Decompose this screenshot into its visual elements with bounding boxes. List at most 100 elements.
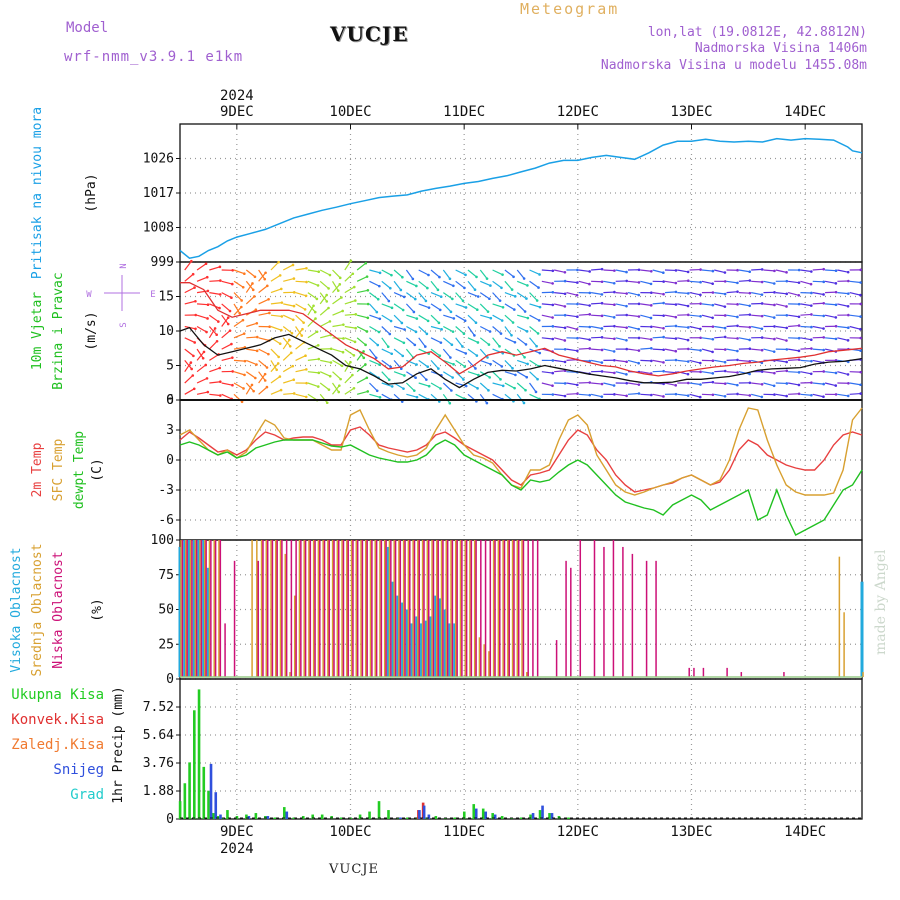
wind-arrow-head [859, 370, 862, 374]
wind-arrow-head [748, 372, 751, 376]
wind-arrow [554, 370, 566, 373]
wind-arrow [812, 348, 824, 351]
wind-arrow [516, 371, 528, 378]
wind-arrow-head [551, 290, 555, 294]
top-date-label: 13DEC [670, 104, 712, 120]
cloud-bar-0 [424, 620, 428, 677]
wind-arrow [344, 337, 356, 343]
bottom-date-label: 13DEC [670, 824, 712, 840]
wind-arrow [467, 337, 479, 343]
wind-arrow [356, 314, 368, 319]
wind-arrow-head [613, 269, 616, 272]
wind-arrow-head [563, 305, 567, 308]
wind-arrow [258, 371, 266, 381]
wind-arrow [529, 371, 538, 380]
wind-arrow [221, 303, 231, 312]
wind-arrow-head [686, 381, 690, 385]
wind-arrow-head [822, 395, 825, 399]
wind-arrow-head [329, 347, 333, 351]
wind-arrow-head [475, 275, 478, 279]
wind-arrow-head [810, 291, 813, 295]
wind-arrow-head [411, 277, 415, 281]
cloud-bar-1 [360, 540, 362, 677]
wind-label-1: 10m Vjetar [30, 292, 45, 370]
cloud-bar-1 [355, 540, 358, 677]
wind-arrow-head [736, 349, 739, 353]
wind-arrow-head [192, 354, 195, 358]
wind-arrow [196, 325, 207, 333]
wind-arrow-head [191, 272, 195, 276]
compass-letter: S [119, 322, 129, 327]
wind-arrow-head [538, 273, 541, 276]
wind-arrow [849, 292, 861, 296]
precip-bar-0 [202, 766, 206, 819]
wind-arrow-head [760, 327, 764, 331]
precip-bar-3 [266, 816, 270, 819]
wind-arrow [529, 280, 539, 289]
temp-line-1 [179, 407, 863, 496]
wind-arrow-head [278, 274, 282, 277]
wind-arrow-head [588, 347, 592, 350]
wind-arrow [295, 355, 306, 361]
wind-arrow [319, 269, 331, 276]
wind-arrow [492, 359, 503, 367]
wind-arrow [492, 314, 503, 322]
wind-arrow [442, 292, 453, 300]
station-title: VUCJE [330, 22, 409, 46]
wind-arrow-head [268, 311, 271, 315]
wind-arrow-head [338, 283, 342, 286]
wind-arrow [566, 325, 578, 330]
wind-arrow-head [613, 337, 616, 341]
cloud-bar-1 [279, 540, 282, 677]
wind-arrow [418, 292, 427, 302]
wind-arrow-head [438, 354, 442, 358]
wind-arrow [467, 269, 477, 278]
wind-arrow-head [415, 284, 418, 288]
wind-arrow-head [265, 366, 269, 369]
wind-arrow-head [797, 336, 801, 340]
wind-arrow [344, 387, 355, 395]
model-label: Model [66, 20, 109, 36]
wind-arrow-head [280, 315, 284, 318]
wind-arrow [800, 269, 812, 273]
wind-arrow [627, 348, 640, 352]
wind-arrow [677, 359, 689, 363]
wind-arrow-head [534, 390, 538, 394]
cloud-bar-0 [415, 616, 419, 677]
wind-arrow [738, 393, 750, 397]
cloud-bar-0 [206, 567, 210, 677]
wind-arrow-head [723, 305, 727, 308]
wind-arrow [554, 359, 566, 363]
wind-arrow [800, 371, 812, 375]
cloud-bar-2 [688, 667, 690, 677]
wind-arrow [344, 361, 351, 373]
wind-arrow-head [304, 395, 308, 399]
wind-arrow-head [809, 282, 813, 286]
wind-arrow-head [376, 343, 380, 347]
wind-arrow [591, 382, 603, 385]
wind-arrow [295, 267, 307, 271]
wind-arrow-head [238, 312, 241, 315]
wind-arrow-head [662, 301, 665, 305]
wind-arrow-head [810, 347, 813, 350]
wind-arrow [554, 337, 565, 342]
wind-arrow [258, 312, 270, 316]
wind-arrow [295, 393, 307, 398]
wind-arrow [849, 325, 861, 330]
precip-bar-0 [245, 814, 248, 819]
wind-arrow [541, 280, 553, 285]
wind-arrow-head [464, 384, 468, 388]
wind-arrow [849, 314, 861, 318]
wind-arrow [800, 347, 812, 350]
wind-arrow-head [711, 291, 715, 294]
wind-arrow-head [822, 314, 826, 318]
wind-arrow-head [822, 280, 826, 284]
wind-arrow [578, 393, 590, 396]
wind-arrow-head [464, 352, 468, 355]
wind-arrow-head [253, 275, 257, 279]
wind-arrow-head [662, 335, 665, 339]
wind-arrow-head [414, 376, 417, 379]
wind-arrow [603, 314, 615, 318]
wind-arrow [455, 359, 466, 368]
precip-bar-0 [226, 810, 229, 819]
